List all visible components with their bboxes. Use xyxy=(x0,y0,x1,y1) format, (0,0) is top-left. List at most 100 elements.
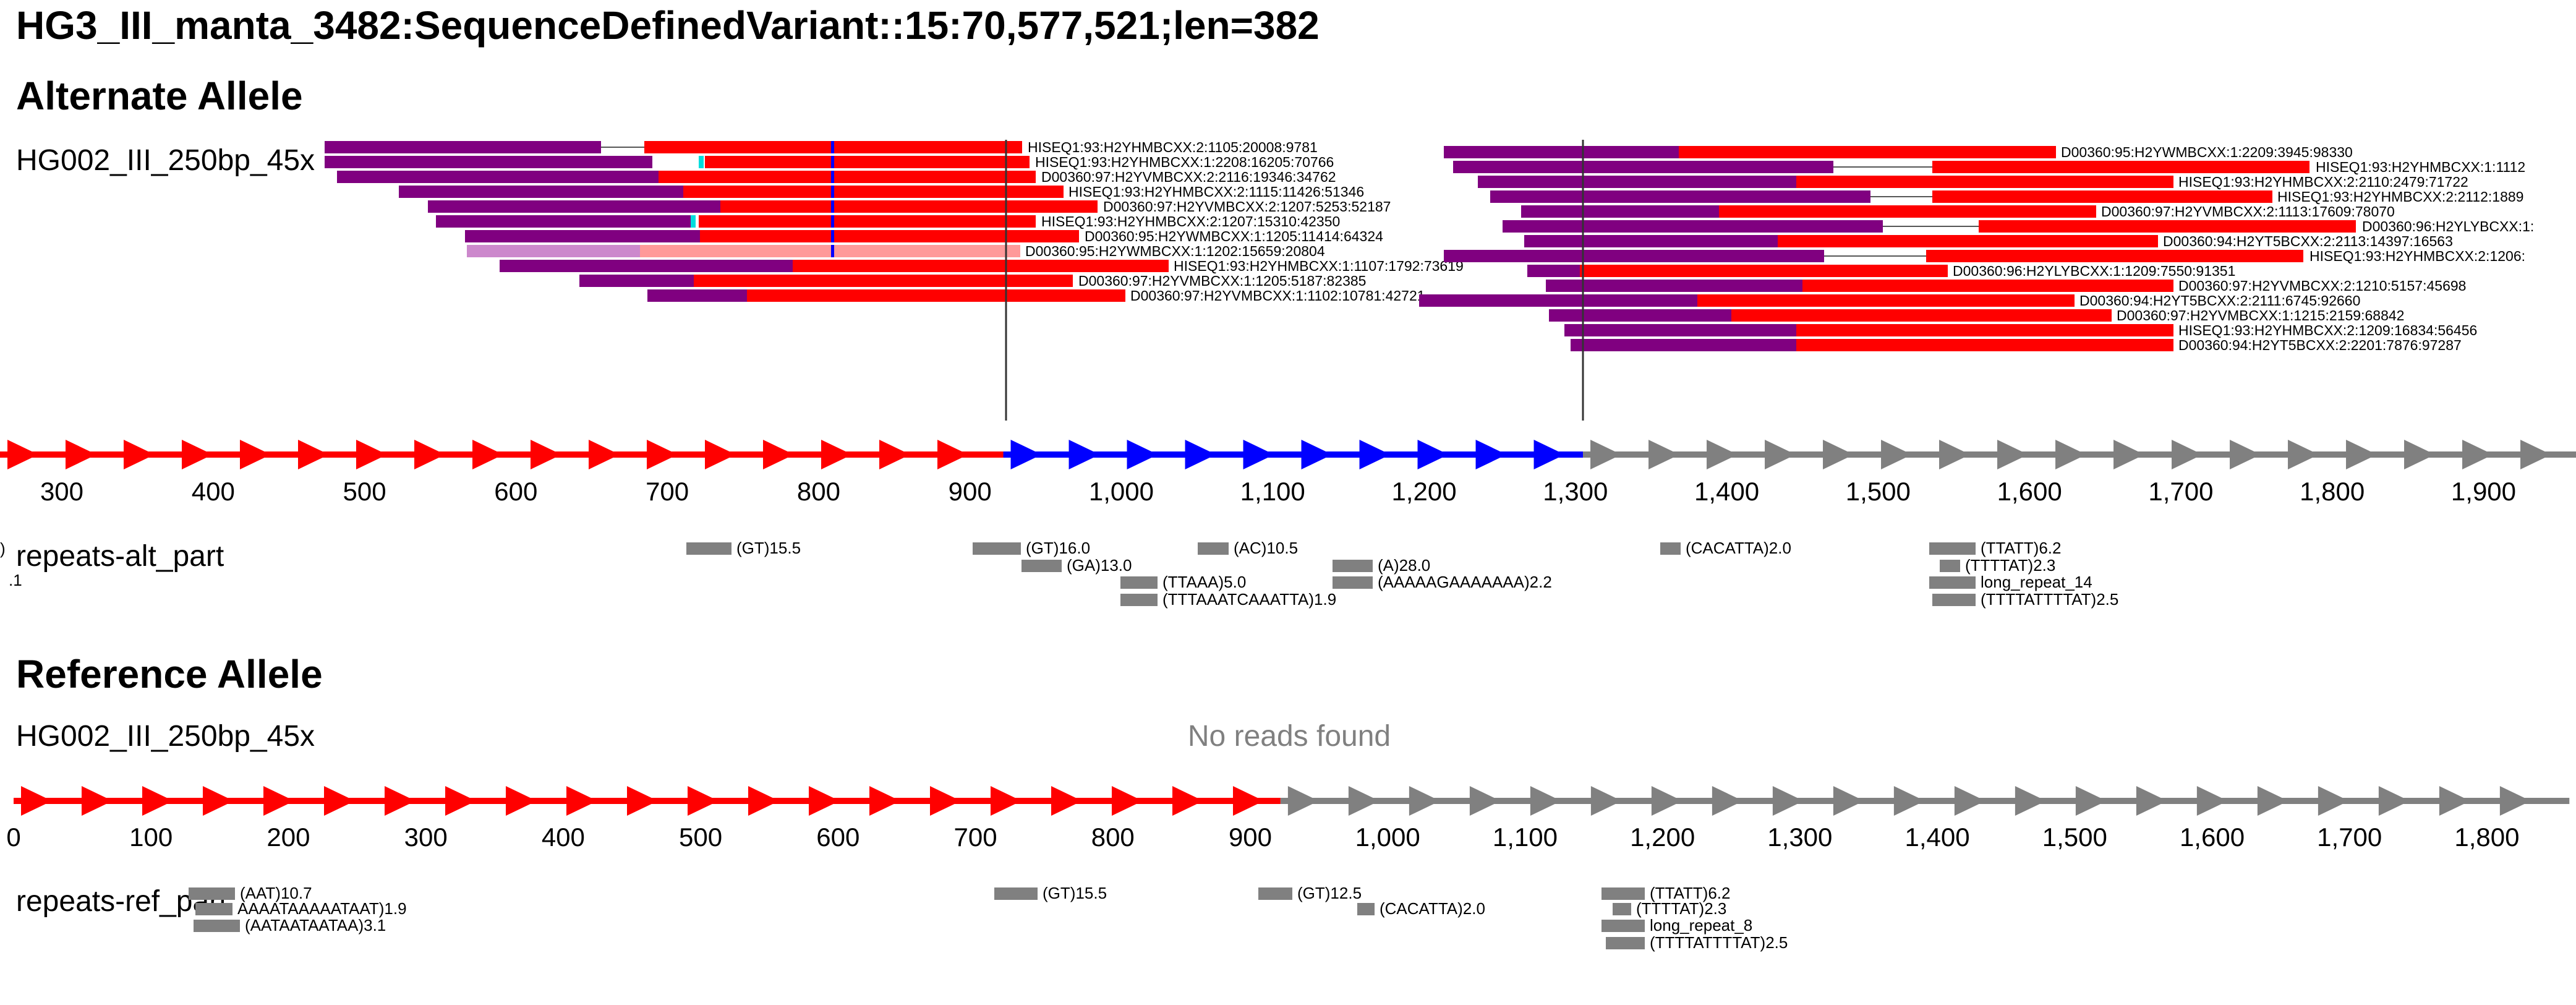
ref-repeat-label: (TTATT)6.2 xyxy=(1650,884,1730,902)
read-mismatch xyxy=(691,215,696,228)
ref-track-arrow xyxy=(1772,786,1804,816)
alt-track-arrow xyxy=(2172,440,2203,469)
read-aligned xyxy=(720,200,1098,213)
ref-repeat-label: (AATAATAATAA)3.1 xyxy=(245,916,386,934)
alt-track-arrow xyxy=(2462,440,2494,469)
ref-repeat-block xyxy=(1357,903,1375,915)
ref-axis-tick-label: 1,400 xyxy=(1905,823,1970,852)
ref-axis-tick-label: 400 xyxy=(542,823,585,852)
ref-axis-tick-label: 200 xyxy=(267,823,310,852)
ref-track-arrow xyxy=(1954,786,1985,816)
read-name-label: D00360:97:H2YVMBCXX:1:1102:10781:42721 xyxy=(1130,288,1425,304)
ref-axis-tick-label: 1,100 xyxy=(1493,823,1558,852)
read-mismatch xyxy=(699,156,704,168)
ref-axis-tick-label: 1,800 xyxy=(2454,823,2519,852)
ref-track-arrow xyxy=(2015,786,2046,816)
read-name-label: HISEQ1:93:H2YHMBCXX:2:1207:15310:42350 xyxy=(1041,213,1340,229)
ref-track-arrow xyxy=(2499,786,2531,816)
alt-read-pileup: HISEQ1:93:H2YHMBCXX:2:1105:20008:9781HIS… xyxy=(325,139,2534,353)
ref-axis-tick-label: 1,000 xyxy=(1355,823,1420,852)
ref-track-arrow xyxy=(2196,786,2228,816)
ref-repeat-label: (TTTTAT)2.3 xyxy=(1636,899,1726,918)
ref-track-arrow xyxy=(1287,786,1319,816)
alt-axis-tick-label: 800 xyxy=(797,477,840,506)
ref-axis-tick-label: 100 xyxy=(129,823,173,852)
ref-track-arrow xyxy=(2136,786,2167,816)
read-soft-clip xyxy=(428,200,720,213)
alt-repeat-block xyxy=(973,542,1021,555)
alt-track-arrow xyxy=(1127,440,1158,469)
ref-repeat-block xyxy=(1601,920,1645,932)
ref-repeat-label: (GT)15.5 xyxy=(1043,884,1107,902)
read-mismatch xyxy=(831,186,834,198)
ref-track-arrow xyxy=(748,786,779,816)
read-aligned xyxy=(705,156,1030,168)
alt-repeat-block xyxy=(1120,576,1158,589)
alt-track-arrow xyxy=(879,440,910,469)
read-aligned xyxy=(1796,339,2173,351)
alt-axis-tick-label: 1,200 xyxy=(1391,477,1456,506)
alt-repeats-track: (GT)15.5 (GT)16.0(GA)13.0 (TTAAA)5.0(TTTAA… xyxy=(686,539,2118,609)
alt-track-arrow xyxy=(1010,440,1042,469)
alt-repeat-block xyxy=(1333,560,1373,572)
ref-axis-tick-label: 0 xyxy=(6,823,20,852)
read-name-label: D00360:94:H2YT5BCXX:2:2113:14397:16563 xyxy=(2163,233,2453,249)
alt-repeat-block xyxy=(1929,576,1976,589)
ref-axis-tick-label: 1,600 xyxy=(2180,823,2245,852)
read-name-label: HISEQ1:93:H2YHMBCXX:1:1107:1792:73619 xyxy=(1174,258,1464,274)
ref-track-arrow xyxy=(869,786,900,816)
read-soft-clip xyxy=(1503,220,1883,233)
ref-track-arrow xyxy=(1409,786,1440,816)
ref-allele-heading: Reference Allele xyxy=(16,652,323,696)
alt-repeats-edge-label-1: ) xyxy=(0,539,6,558)
alt-track-arrow xyxy=(1881,440,1913,469)
ref-repeat-block xyxy=(1606,937,1645,949)
alt-axis-tick-label: 1,000 xyxy=(1089,477,1154,506)
read-soft-clip-low-quality xyxy=(467,245,640,257)
read-name-label: HISEQ1:93:H2YHMBCXX:2:1209:16834:56456 xyxy=(2178,322,2477,338)
ref-repeat-block xyxy=(1613,903,1631,915)
read-aligned xyxy=(1926,250,2303,262)
read-soft-clip xyxy=(1546,280,1802,292)
alt-axis-tick-label: 400 xyxy=(192,477,235,506)
read-aligned xyxy=(1697,294,2075,307)
ref-axis-tick-label: 700 xyxy=(954,823,997,852)
ref-track-arrow xyxy=(566,786,597,816)
read-aligned xyxy=(1719,205,2096,218)
alt-track-arrow xyxy=(1939,440,1971,469)
alt-track-arrow xyxy=(821,440,852,469)
read-soft-clip xyxy=(1419,294,1697,307)
alt-repeat-label: long_repeat_14 xyxy=(1981,573,2092,591)
read-name-label: D00360:96:H2YLYBCXX:1: xyxy=(2362,218,2534,234)
ref-repeat-label: AAAATAAAAATAAT)1.9 xyxy=(237,899,407,918)
ref-track-arrow xyxy=(506,786,537,816)
alt-repeats-track-label: repeats-alt_part xyxy=(16,540,224,573)
ref-axis-tick-label: 800 xyxy=(1091,823,1135,852)
alt-repeat-block xyxy=(1120,594,1158,606)
alt-track-arrow xyxy=(763,440,794,469)
ref-track-segment-1 xyxy=(1280,798,2570,804)
alt-repeat-block xyxy=(1660,542,1681,555)
ref-track-arrow xyxy=(82,786,113,816)
alt-axis-tick-label: 1,100 xyxy=(1240,477,1305,506)
ref-track-arrow xyxy=(1833,786,1864,816)
alt-track-arrow xyxy=(2520,440,2552,469)
ref-track-arrow xyxy=(809,786,840,816)
read-soft-clip xyxy=(647,289,747,302)
read-soft-clip xyxy=(1444,146,1679,158)
read-soft-clip xyxy=(337,171,659,183)
read-soft-clip xyxy=(1527,265,1580,277)
read-name-label: D00360:94:H2YT5BCXX:2:2201:7876:97287 xyxy=(2178,337,2462,353)
alt-repeat-block xyxy=(1940,560,1960,572)
read-name-label: D00360:97:H2YVMBCXX:2:2116:19346:34762 xyxy=(1041,169,1336,185)
alt-track-arrow xyxy=(1707,440,1738,469)
ref-track-arrow xyxy=(324,786,355,816)
alt-track-arrow xyxy=(1533,440,1565,469)
read-name-label: HISEQ1:93:H2YHMBCXX:2:2110:2479:71722 xyxy=(2178,174,2468,190)
ref-track-arrow xyxy=(930,786,961,816)
alt-track-arrow xyxy=(414,440,445,469)
read-mismatch xyxy=(831,156,834,168)
read-aligned xyxy=(1932,190,2272,203)
read-soft-clip xyxy=(325,141,601,153)
read-name-label: D00360:95:H2YWMBCXX:1:1205:11414:64324 xyxy=(1085,228,1383,244)
